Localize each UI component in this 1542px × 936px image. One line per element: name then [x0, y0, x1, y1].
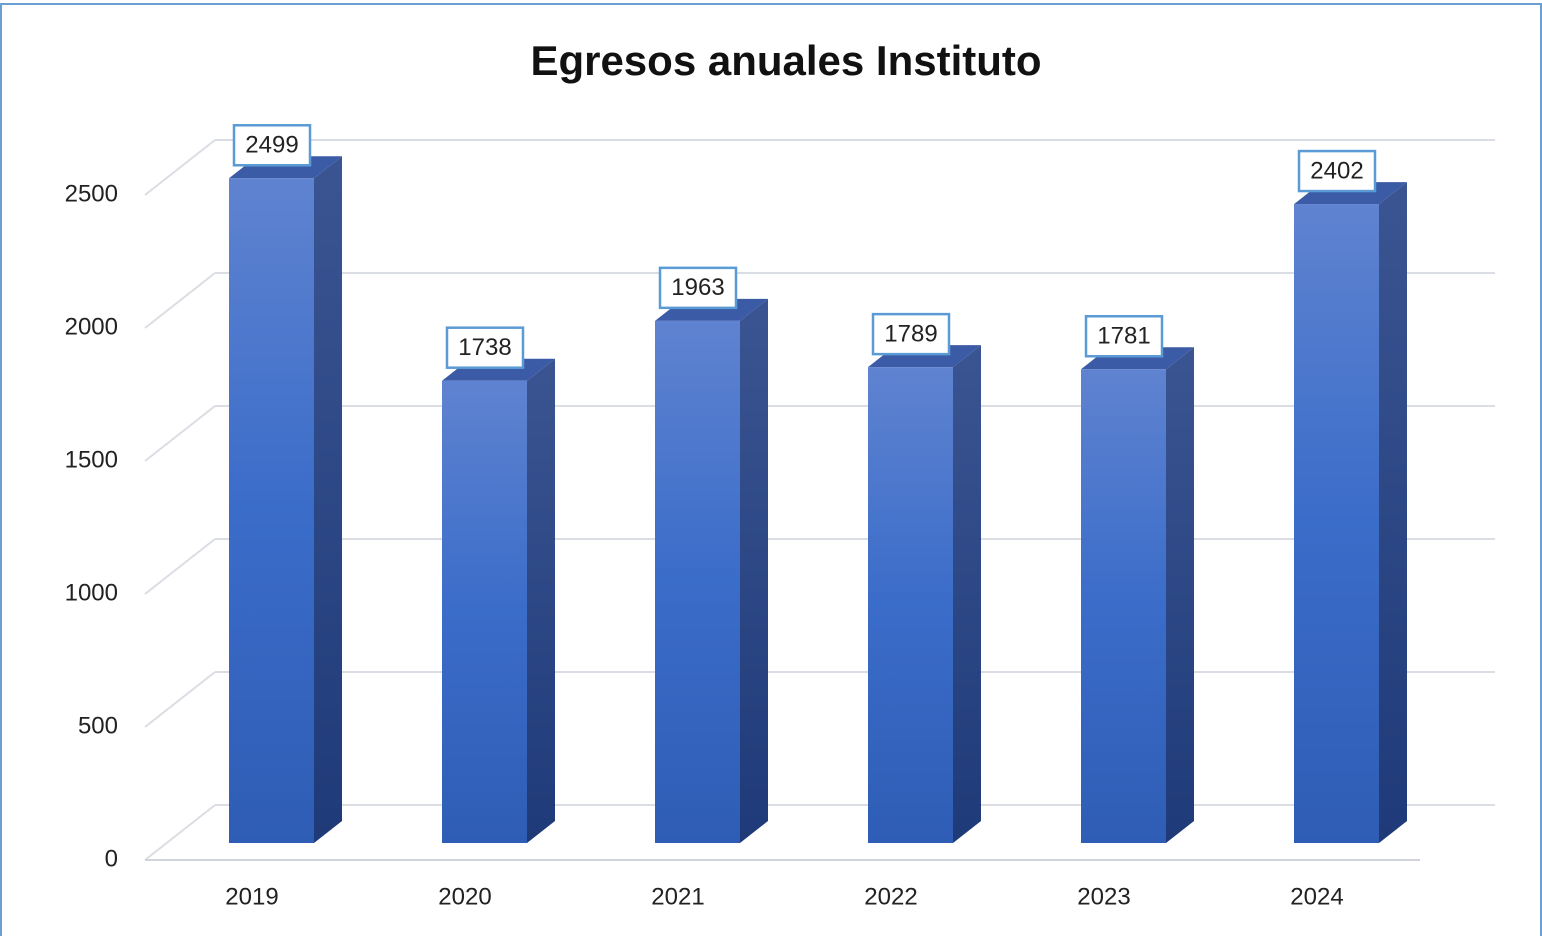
grid-line-side — [144, 405, 216, 462]
data-label: 2402 — [1310, 157, 1363, 184]
x-tick-label: 2021 — [651, 883, 704, 910]
bar — [1294, 204, 1379, 843]
data-label-box — [232, 124, 312, 167]
bar-side — [953, 345, 981, 843]
bar — [1081, 369, 1166, 843]
data-label: 1781 — [1097, 323, 1150, 350]
x-tick-label: 2019 — [225, 883, 278, 910]
x-tick-label: 2022 — [864, 883, 917, 910]
data-label: 2499 — [245, 132, 298, 159]
x-tick-label: 2023 — [1077, 883, 1130, 910]
grid-line-side — [144, 804, 216, 861]
data-label: 1789 — [884, 320, 937, 347]
y-tick-label: 2500 — [65, 180, 118, 207]
y-tick-label: 1000 — [65, 579, 118, 606]
bar-side — [314, 156, 342, 844]
data-label: 1738 — [458, 334, 511, 361]
y-tick-label: 1500 — [65, 446, 118, 473]
chart-title: Egresos anuales Instituto — [530, 37, 1041, 84]
grid-line-side — [144, 671, 216, 728]
bar-side — [527, 358, 555, 843]
bar-side — [1379, 182, 1407, 843]
data-label: 1963 — [671, 274, 724, 301]
bar-side — [740, 298, 768, 843]
bar-side — [1166, 347, 1194, 843]
data-label-box — [1297, 149, 1377, 193]
chart-border — [0, 3, 1542, 936]
y-tick-label: 0 — [105, 845, 118, 872]
bar — [868, 367, 953, 843]
data-label-box — [1084, 315, 1164, 358]
data-label-box — [445, 326, 525, 369]
data-label-box — [658, 266, 738, 310]
bar — [442, 380, 527, 843]
bar — [655, 320, 740, 843]
grid-line-side — [144, 139, 216, 196]
data-label-box — [871, 312, 951, 356]
grid-line-side — [144, 272, 216, 329]
bar — [229, 178, 314, 844]
y-tick-label: 500 — [78, 712, 118, 739]
x-tick-label: 2020 — [438, 883, 491, 910]
x-tick-label: 2024 — [1290, 883, 1343, 910]
grid-line-side — [144, 538, 216, 595]
y-tick-label: 2000 — [65, 313, 118, 340]
